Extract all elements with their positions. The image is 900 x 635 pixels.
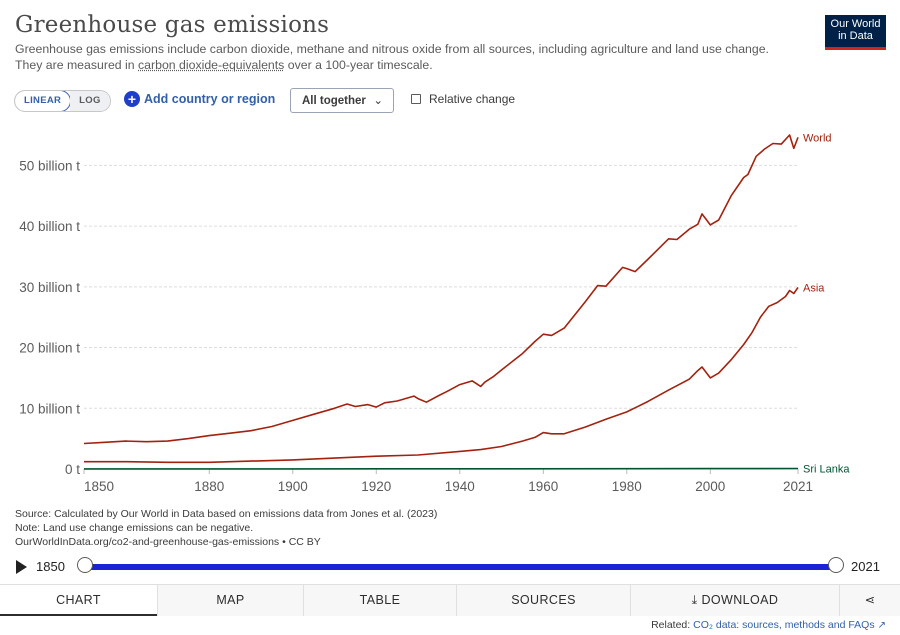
series-label[interactable]: Sri Lanka [803,463,850,475]
line-chart[interactable]: 0 t 10 billion t 20 billion t 30 billion t 4… [0,120,900,502]
x-axis-ticks: 1850 1880 1900 1920 1940 1960 1980 2000 2021 [83,469,813,494]
share-icon: ⋖ [864,593,876,607]
series-label[interactable]: Asia [803,282,825,294]
series-line-asia[interactable] [84,286,799,464]
tab-sources[interactable]: SOURCES [456,585,630,616]
x-tick-label: 1960 [528,479,558,494]
subtitle-text-2: They are measured in [15,58,139,72]
chart-title: Greenhouse gas emissions [15,12,330,38]
tab-bar: CHART MAP TABLE SOURCES ⤓ DOWNLOAD ⋖ [0,584,900,616]
related-links: Related: CO₂ data: sources, methods and … [651,619,886,631]
facet-dropdown[interactable]: All together ⌄ [290,88,394,113]
external-link-icon: ↗ [877,620,886,631]
y-tick-label: 20 billion t [19,341,80,356]
owid-logo[interactable]: Our World in Data [825,15,886,50]
related-link[interactable]: CO₂ data: sources, methods and FAQs [693,619,875,631]
relative-change-toggle[interactable]: Relative change [411,92,515,106]
tab-table[interactable]: TABLE [303,585,456,616]
y-tick-label: 40 billion t [19,219,80,234]
share-button[interactable]: ⋖ [839,585,900,616]
x-tick-label: 1920 [361,479,391,494]
relative-change-label: Relative change [429,92,516,106]
series-lines [83,134,799,470]
x-tick-label: 2021 [783,479,813,494]
tab-chart[interactable]: CHART [0,585,157,616]
x-tick-label: 2000 [695,479,725,494]
add-country-label: Add country or region [144,92,276,106]
chart-controls: LINEAR LOG + Add country or region All t… [14,88,614,114]
y-tick-label: 30 billion t [19,280,80,295]
x-tick-label: 1940 [445,479,475,494]
timeline-start-handle[interactable] [77,557,93,573]
timeline[interactable]: 1850 2021 [0,556,900,578]
chart-sources: Source: Calculated by Our World in Data … [15,507,437,549]
series-label[interactable]: World [803,132,832,144]
tab-map[interactable]: MAP [157,585,303,616]
dropdown-value: All together [302,95,366,107]
relative-change-checkbox[interactable] [411,94,421,104]
chart-subtitle: Greenhouse gas emissions include carbon … [15,41,805,73]
scale-toggle[interactable]: LINEAR LOG [14,90,111,112]
x-tick-label: 1900 [278,479,308,494]
plus-icon: + [124,91,140,107]
add-country-button[interactable]: + Add country or region [124,91,275,107]
series-line-world[interactable] [83,134,799,445]
series-labels: World Asia Sri Lanka [803,132,850,475]
timeline-end-handle[interactable] [828,557,844,573]
y-tick-label: 50 billion t [19,158,80,173]
co2-equivalents-link[interactable]: carbon dioxide-equivalents [138,58,285,72]
x-tick-label: 1850 [84,479,114,494]
subtitle-text-3: over a 100-year timescale. [284,58,433,72]
play-icon[interactable] [16,560,27,574]
y-tick-label: 10 billion t [19,401,80,416]
logo-line-1: Our World [830,18,881,30]
grid-lines [84,164,798,470]
note-line: Note: Land use change emissions can be n… [15,522,254,534]
timeline-track[interactable] [84,564,835,570]
scale-log-button[interactable]: LOG [70,91,110,111]
source-line: Source: Calculated by Our World in Data … [15,508,438,520]
tab-download[interactable]: ⤓ DOWNLOAD [630,585,839,616]
related-prefix: Related: [651,619,694,631]
url-line[interactable]: OurWorldInData.org/co2-and-greenhouse-ga… [15,536,321,548]
x-tick-label: 1880 [194,479,224,494]
subtitle-text-1: Greenhouse gas emissions include carbon … [15,42,769,56]
timeline-end-label: 2021 [851,559,880,574]
timeline-start-label: 1850 [36,559,65,574]
tab-download-label: DOWNLOAD [701,593,779,607]
download-icon: ⤓ [691,593,698,607]
chevron-down-icon: ⌄ [373,95,383,107]
y-tick-label: 0 t [65,462,80,477]
y-axis-ticks: 0 t 10 billion t 20 billion t 30 billion t 4… [19,158,80,477]
logo-line-2: in Data [838,30,873,42]
x-tick-label: 1980 [612,479,642,494]
scale-linear-button[interactable]: LINEAR [14,91,72,111]
